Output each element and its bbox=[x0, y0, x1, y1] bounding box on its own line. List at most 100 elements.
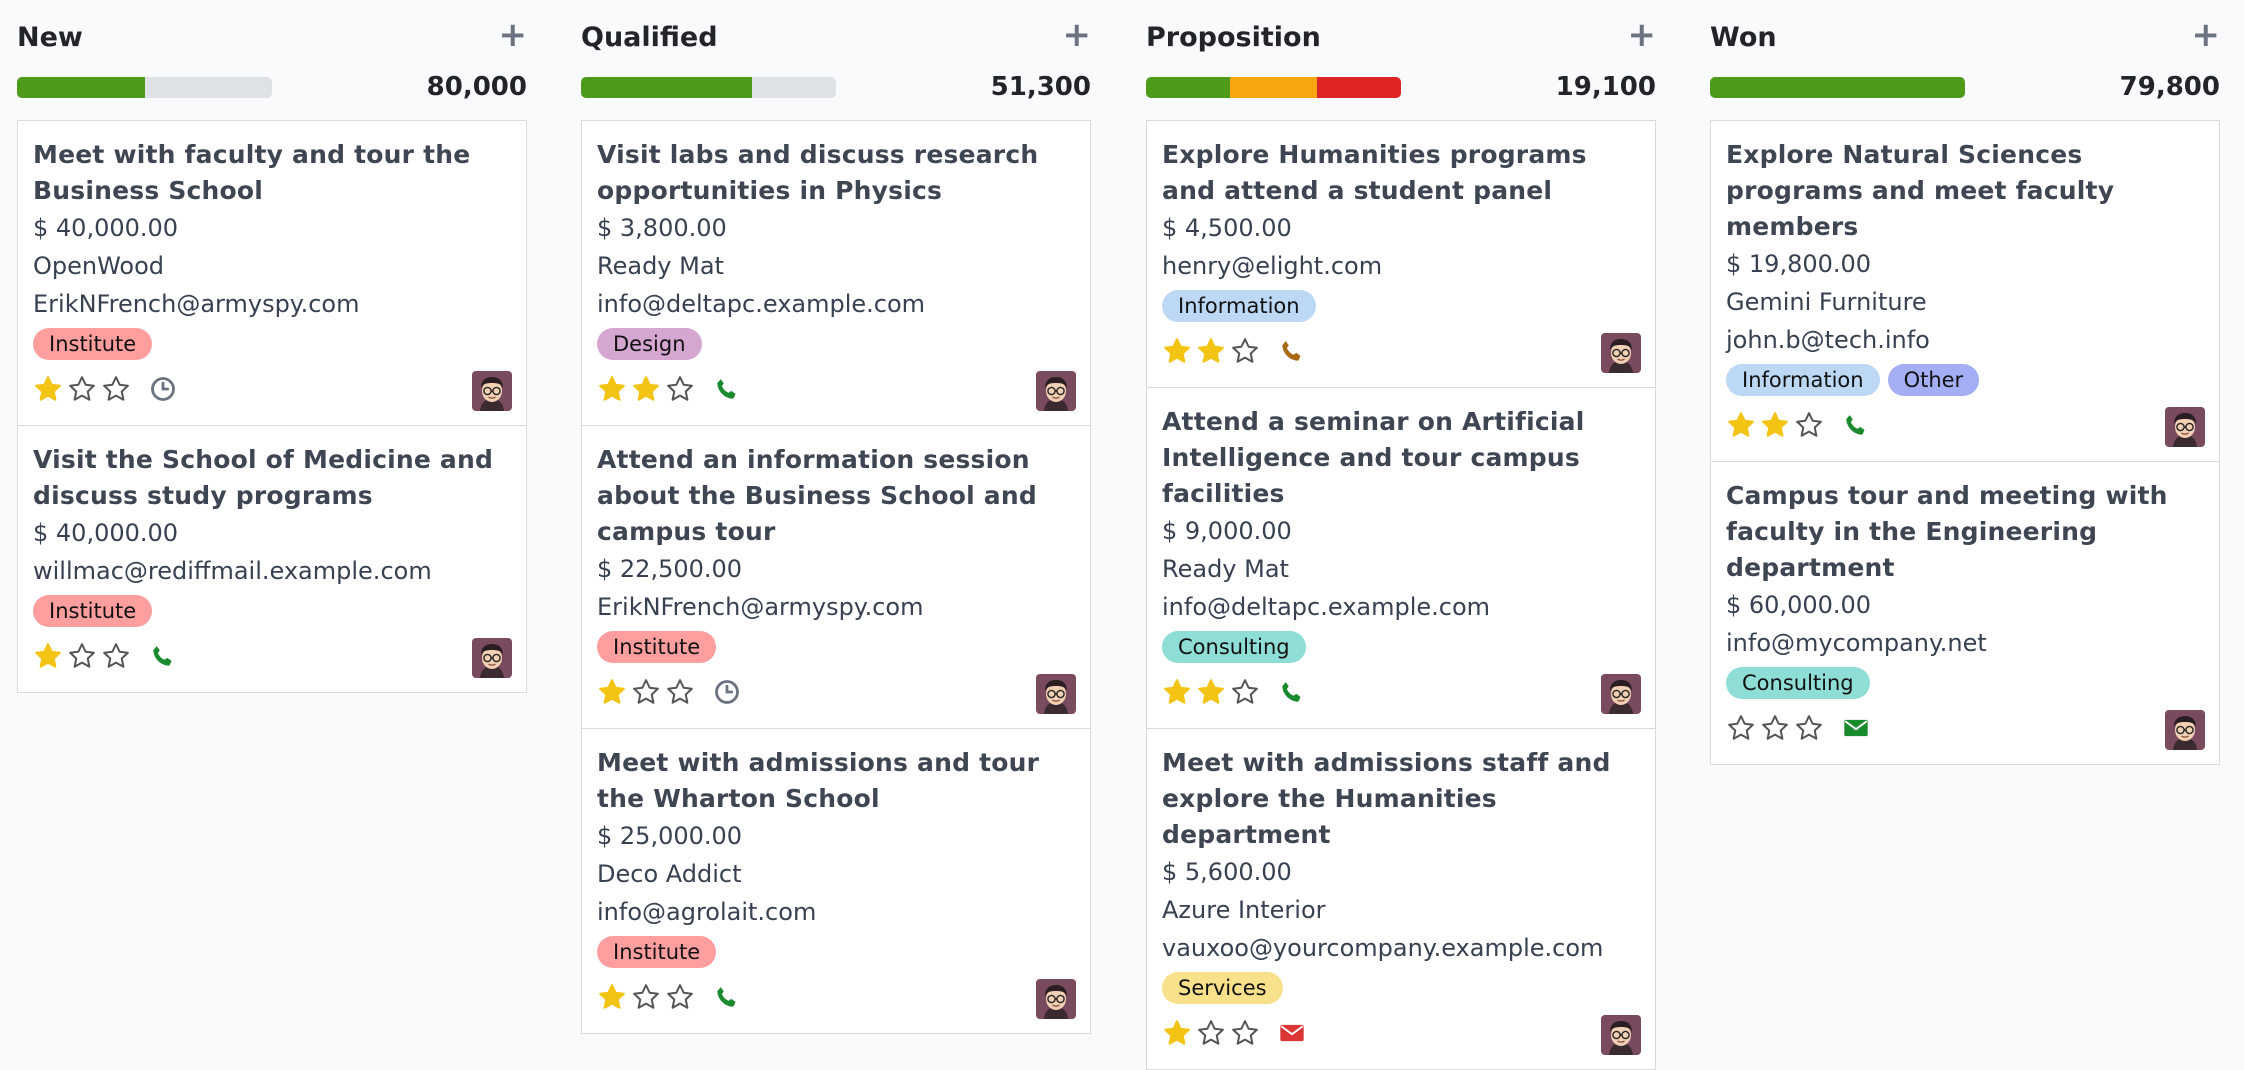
card-amount: $ 40,000.00 bbox=[33, 214, 179, 242]
star-empty-icon[interactable] bbox=[67, 641, 97, 671]
column-header: Won + bbox=[1710, 0, 2220, 80]
star-empty-icon[interactable] bbox=[1726, 713, 1756, 743]
star-filled-icon[interactable] bbox=[597, 982, 627, 1012]
star-empty-icon[interactable] bbox=[665, 374, 695, 404]
plus-icon[interactable]: + bbox=[1062, 15, 1092, 55]
phone-icon[interactable] bbox=[1278, 337, 1306, 365]
star-empty-icon[interactable] bbox=[1760, 713, 1790, 743]
star-filled-icon[interactable] bbox=[1162, 677, 1192, 707]
priority-stars[interactable] bbox=[1162, 336, 1260, 366]
column-progress-bar[interactable] bbox=[581, 77, 836, 98]
priority-stars[interactable] bbox=[597, 677, 695, 707]
progress-segment[interactable] bbox=[1710, 77, 1965, 98]
priority-stars[interactable] bbox=[1162, 1018, 1260, 1048]
column-title[interactable]: Proposition bbox=[1146, 22, 1321, 53]
star-empty-icon[interactable] bbox=[1794, 713, 1824, 743]
star-empty-icon[interactable] bbox=[1230, 336, 1260, 366]
star-filled-icon[interactable] bbox=[597, 374, 627, 404]
clock-icon[interactable] bbox=[149, 375, 177, 403]
column-title[interactable]: New bbox=[17, 22, 83, 53]
star-empty-icon[interactable] bbox=[631, 677, 661, 707]
star-empty-icon[interactable] bbox=[1196, 1018, 1226, 1048]
phone-icon[interactable] bbox=[149, 642, 177, 670]
envelope-icon[interactable] bbox=[1842, 714, 1870, 742]
star-filled-icon[interactable] bbox=[1162, 1018, 1192, 1048]
star-filled-icon[interactable] bbox=[33, 641, 63, 671]
avatar[interactable] bbox=[2165, 407, 2205, 447]
kanban-card[interactable]: Campus tour and meeting with faculty in … bbox=[1711, 462, 2219, 764]
phone-icon[interactable] bbox=[1842, 411, 1870, 439]
progress-segment[interactable] bbox=[1316, 77, 1401, 98]
phone-icon[interactable] bbox=[1278, 678, 1306, 706]
priority-stars[interactable] bbox=[597, 982, 695, 1012]
star-empty-icon[interactable] bbox=[631, 982, 661, 1012]
star-filled-icon[interactable] bbox=[1162, 336, 1192, 366]
star-filled-icon[interactable] bbox=[1760, 410, 1790, 440]
avatar[interactable] bbox=[472, 638, 512, 678]
avatar[interactable] bbox=[1036, 371, 1076, 411]
star-empty-icon[interactable] bbox=[665, 982, 695, 1012]
column-progress-bar[interactable] bbox=[1146, 77, 1401, 98]
star-empty-icon[interactable] bbox=[1230, 1018, 1260, 1048]
plus-icon[interactable]: + bbox=[1627, 15, 1657, 55]
kanban-card[interactable]: Visit labs and discuss research opportun… bbox=[582, 121, 1090, 426]
star-empty-icon[interactable] bbox=[665, 677, 695, 707]
priority-stars[interactable] bbox=[33, 641, 131, 671]
avatar[interactable] bbox=[1036, 979, 1076, 1019]
kanban-card[interactable]: Attend a seminar on Artificial Intellige… bbox=[1147, 388, 1655, 729]
priority-stars[interactable] bbox=[597, 374, 695, 404]
card-footer bbox=[1162, 1009, 1641, 1057]
star-empty-icon[interactable] bbox=[101, 641, 131, 671]
star-empty-icon[interactable] bbox=[1794, 410, 1824, 440]
priority-stars[interactable] bbox=[33, 374, 131, 404]
card-title: Campus tour and meeting with faculty in … bbox=[1726, 481, 2168, 582]
plus-icon[interactable]: + bbox=[498, 15, 528, 55]
kanban-card[interactable]: Explore Humanities programs and attend a… bbox=[1147, 121, 1655, 388]
avatar[interactable] bbox=[472, 371, 512, 411]
star-filled-icon[interactable] bbox=[1726, 410, 1756, 440]
card-list: Explore Humanities programs and attend a… bbox=[1146, 120, 1656, 1070]
star-filled-icon[interactable] bbox=[631, 374, 661, 404]
card-amount: $ 9,000.00 bbox=[1162, 517, 1292, 545]
kanban-card[interactable]: Visit the School of Medicine and discuss… bbox=[18, 426, 526, 692]
priority-stars[interactable] bbox=[1726, 410, 1824, 440]
phone-icon[interactable] bbox=[713, 375, 741, 403]
avatar[interactable] bbox=[1601, 333, 1641, 373]
column-title[interactable]: Qualified bbox=[581, 22, 718, 53]
avatar[interactable] bbox=[1601, 674, 1641, 714]
phone-icon[interactable] bbox=[713, 983, 741, 1011]
star-empty-icon[interactable] bbox=[1230, 677, 1260, 707]
card-title: Explore Natural Sciences programs and me… bbox=[1726, 140, 2115, 241]
kanban-card[interactable]: Meet with admissions staff and explore t… bbox=[1147, 729, 1655, 1069]
kanban-card[interactable]: Explore Natural Sciences programs and me… bbox=[1711, 121, 2219, 462]
card-amount: $ 22,500.00 bbox=[597, 555, 743, 583]
column-title[interactable]: Won bbox=[1710, 22, 1777, 53]
progress-segment[interactable] bbox=[17, 77, 145, 98]
avatar[interactable] bbox=[1036, 674, 1076, 714]
priority-stars[interactable] bbox=[1162, 677, 1260, 707]
kanban-card[interactable]: Meet with admissions and tour the Wharto… bbox=[582, 729, 1090, 1033]
column-progress-bar[interactable] bbox=[1710, 77, 1965, 98]
star-empty-icon[interactable] bbox=[67, 374, 97, 404]
envelope-icon[interactable] bbox=[1278, 1019, 1306, 1047]
star-filled-icon[interactable] bbox=[1196, 677, 1226, 707]
priority-stars[interactable] bbox=[1726, 713, 1824, 743]
progress-segment[interactable] bbox=[1146, 77, 1231, 98]
clock-icon[interactable] bbox=[713, 678, 741, 706]
column-progress-bar[interactable] bbox=[17, 77, 272, 98]
star-filled-icon[interactable] bbox=[597, 677, 627, 707]
kanban-card[interactable]: Meet with faculty and tour the Business … bbox=[18, 121, 526, 426]
card-company: Ready Mat bbox=[1162, 555, 1289, 583]
avatar[interactable] bbox=[2165, 710, 2205, 750]
star-empty-icon[interactable] bbox=[101, 374, 131, 404]
progress-segment[interactable] bbox=[1230, 77, 1317, 98]
star-filled-icon[interactable] bbox=[1196, 336, 1226, 366]
kanban-column: Proposition +19,100 Explore Humanities pro… bbox=[1146, 0, 1657, 1070]
progress-segment[interactable] bbox=[581, 77, 752, 98]
avatar[interactable] bbox=[1601, 1015, 1641, 1055]
card-email: ErikNFrench@armyspy.com bbox=[33, 290, 360, 318]
star-filled-icon[interactable] bbox=[33, 374, 63, 404]
kanban-card[interactable]: Attend an information session about the … bbox=[582, 426, 1090, 729]
plus-icon[interactable]: + bbox=[2191, 15, 2221, 55]
card-amount: $ 25,000.00 bbox=[597, 822, 743, 850]
